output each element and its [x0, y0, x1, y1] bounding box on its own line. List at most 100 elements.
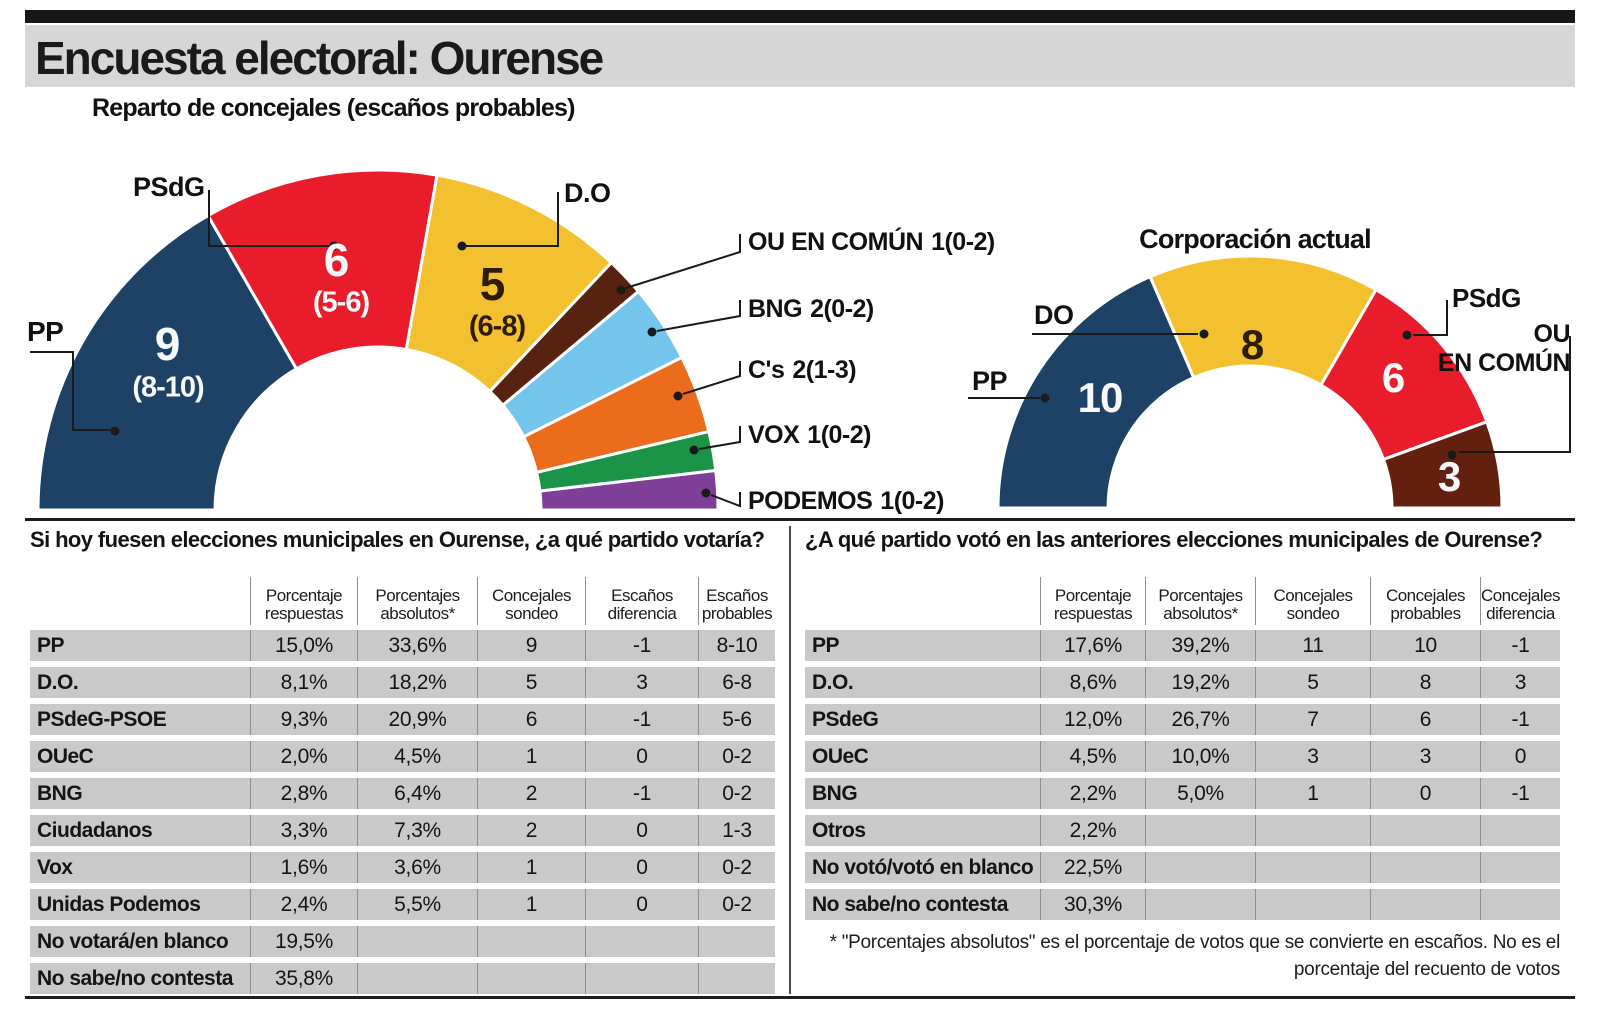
value-cell [1255, 815, 1370, 846]
table-header-row: Porcentaje respuestas Porcentajes absolut… [805, 563, 1561, 625]
table-column-header: Porcentaje respuestas [1040, 577, 1145, 625]
value-cell: 2 [477, 778, 585, 809]
value-cell: 0 [585, 889, 698, 920]
callout-ou-right: OU EN COMÚN [1436, 320, 1571, 377]
donut-slice-podemos [538, 468, 720, 512]
value-cell: 6 [1370, 704, 1480, 735]
leader-line [30, 351, 110, 431]
value-cell: 33,6% [357, 630, 477, 661]
leader-dot [689, 445, 699, 455]
table-row: Otros 2,2% [805, 815, 1560, 846]
value-cell [1145, 852, 1255, 883]
value-cell: -1 [585, 778, 698, 809]
party-name-cell: PP [37, 633, 65, 657]
callout-ciudadanos: C's 2(1-3) [748, 356, 857, 385]
value-cell: 15,0% [250, 630, 357, 661]
horizontal-divider [25, 518, 1575, 521]
top-black-bar [25, 10, 1575, 23]
value-cell: 18,2% [357, 667, 477, 698]
seat-range-pp: (8-10) [132, 371, 204, 404]
donut-slice-vox [534, 429, 718, 493]
value-cell: 0-2 [698, 741, 775, 772]
value-cell: 3,6% [357, 852, 477, 883]
callout-ou-line2: EN COMÚN [1437, 348, 1571, 377]
table-row: No sabe/no contesta 35,8% [30, 963, 775, 994]
party-name-cell: No sabe/no contesta [812, 892, 1008, 916]
table-row: BNG 2,2% 5,0% 1 0 -1 [805, 778, 1560, 809]
leader-line [208, 190, 330, 247]
table-row: PP 17,6% 39,2% 11 10 -1 [805, 630, 1560, 661]
value-cell [1480, 852, 1560, 883]
value-cell [1480, 889, 1560, 920]
party-name-cell: Ciudadanos [37, 818, 153, 842]
seat-range-psdg: (5-6) [312, 286, 370, 319]
value-cell: 6,4% [357, 778, 477, 809]
donut-slice-c-s [521, 355, 711, 475]
value-cell: -1 [585, 630, 698, 661]
party-name-cell: Vox [37, 855, 73, 879]
value-cell [477, 926, 585, 957]
current-seats-psdg: 6 [1381, 354, 1405, 401]
party-name-cell: PP [812, 633, 840, 657]
table-column-header: Porcentajes absolutos* [1145, 577, 1255, 625]
value-cell: 8 [1370, 667, 1480, 698]
table-row: Vox 1,6% 3,6% 1 0 0-2 [30, 852, 775, 883]
seat-count-do: 5 [479, 258, 506, 310]
value-cell: 7,3% [357, 815, 477, 846]
value-cell: 1 [477, 741, 585, 772]
table-column-header: Porcentajes absolutos* [357, 577, 477, 625]
callout-party-seats: 1(0-2) [931, 228, 995, 256]
callout-party-name: VOX [748, 421, 800, 449]
leader-line [710, 492, 741, 508]
callout-party-seats: 1(0-2) [807, 421, 871, 449]
value-cell: 0-2 [698, 778, 775, 809]
table-row: OUeC 4,5% 10,0% 3 3 0 [805, 741, 1560, 772]
value-cell: 2,2% [1040, 778, 1145, 809]
party-name-cell: Unidas Podemos [37, 892, 201, 916]
party-name-cell: BNG [37, 781, 83, 805]
value-cell: 2,8% [250, 778, 357, 809]
party-name-cell: D.O. [812, 670, 854, 694]
callout-party-name: C's [748, 356, 785, 384]
table-header-blank [30, 577, 250, 625]
value-cell: 35,8% [250, 963, 357, 994]
value-cell: 5 [1255, 667, 1370, 698]
value-cell: 1 [477, 852, 585, 883]
callout-podemos: PODEMOS 1(0-2) [748, 487, 944, 516]
value-cell: 30,3% [1040, 889, 1145, 920]
value-cell [698, 963, 775, 994]
leader-line [625, 234, 741, 289]
value-cell: 1 [477, 889, 585, 920]
value-cell: 3 [585, 667, 698, 698]
table-row: PSdeG 12,0% 26,7% 7 6 -1 [805, 704, 1560, 735]
value-cell: 0 [1370, 778, 1480, 809]
table-column-header: Porcentaje respuestas [250, 577, 357, 625]
value-cell: 3 [1255, 741, 1370, 772]
table-column-header: Concejales diferencia [1480, 577, 1561, 625]
leader-line [656, 300, 741, 332]
value-cell: 0 [585, 815, 698, 846]
value-cell: 39,2% [1145, 630, 1255, 661]
table-row: No votó/votó en blanco 22,5% [805, 852, 1560, 883]
value-cell: 3 [1480, 667, 1560, 698]
value-cell [1370, 852, 1480, 883]
value-cell: 0 [585, 852, 698, 883]
value-cell: 20,9% [357, 704, 477, 735]
value-cell: 8,1% [250, 667, 357, 698]
value-cell: 5,5% [357, 889, 477, 920]
leader-line [682, 361, 741, 395]
value-cell: 4,5% [1040, 741, 1145, 772]
table-voting-intention: Si hoy fuesen elecciones municipales en … [30, 527, 775, 1000]
party-name-cell: OUeC [37, 744, 94, 768]
party-name-cell: Otros [812, 818, 866, 842]
value-cell: 5-6 [698, 704, 775, 735]
seat-projection-chart-title: Reparto de concejales (escaños probables… [92, 94, 575, 122]
value-cell: 8-10 [698, 630, 775, 661]
leader-dot [1402, 330, 1412, 340]
value-cell [477, 963, 585, 994]
value-cell: 4,5% [357, 741, 477, 772]
callout-party-name: OU EN COMÚN [748, 228, 924, 256]
value-cell [585, 963, 698, 994]
callout-ou-line1: OU [1533, 320, 1571, 348]
